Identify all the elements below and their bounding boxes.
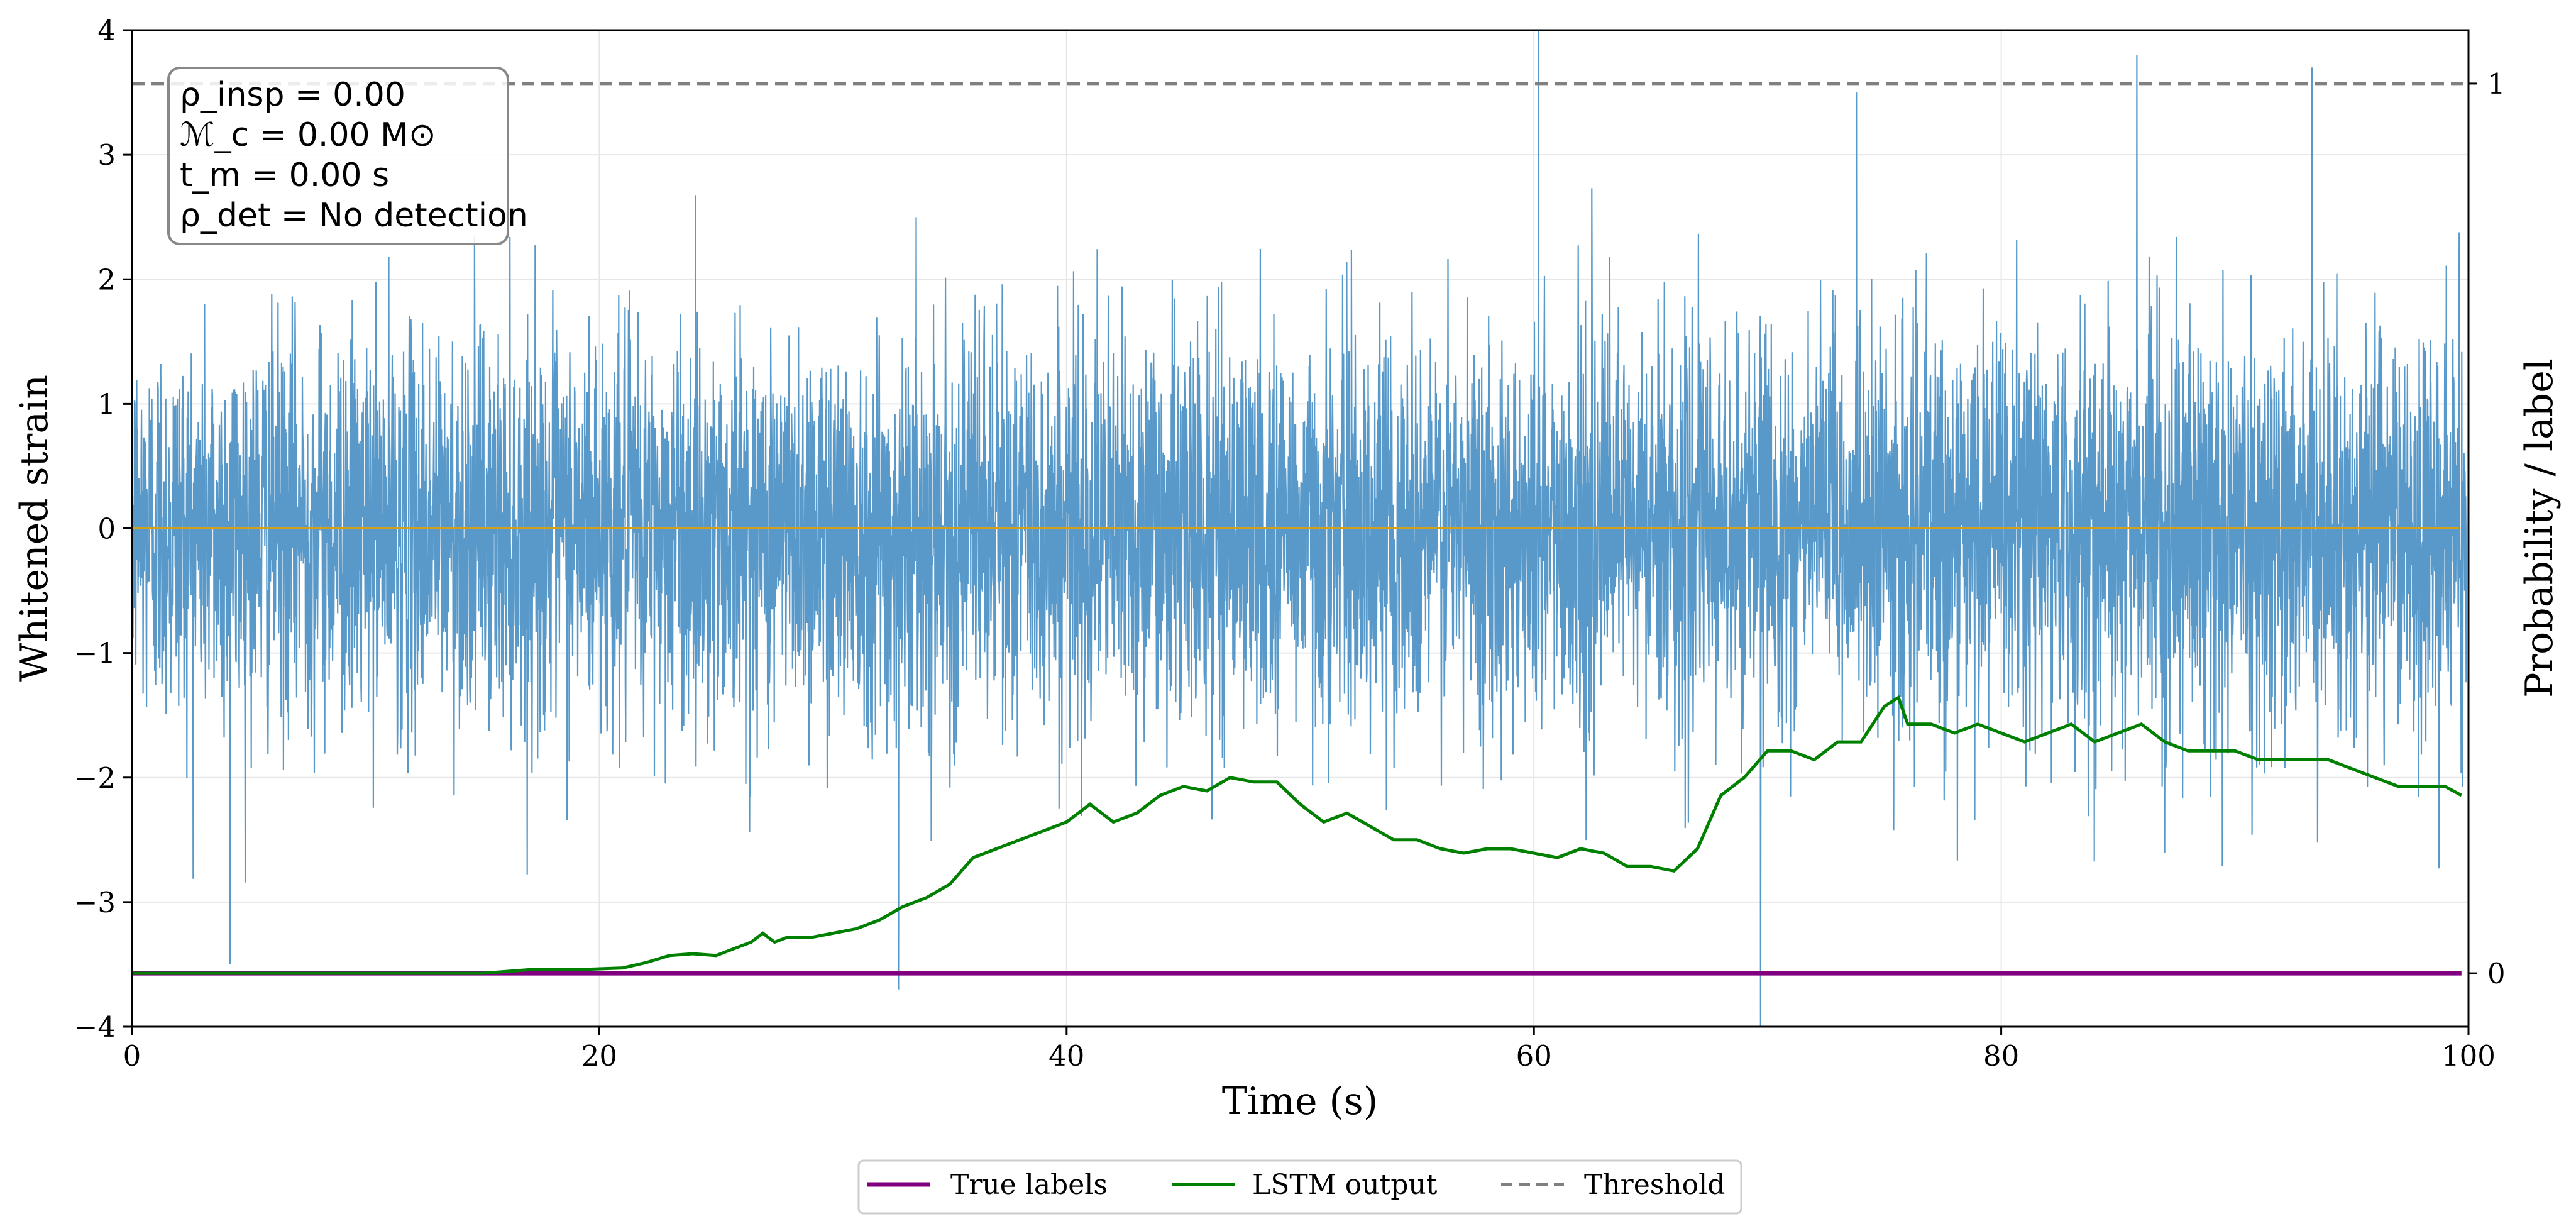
legend-label-lstm-output: LSTM output bbox=[1252, 1169, 1438, 1201]
annotation-merger-time: t_m = 0.00 s bbox=[180, 157, 389, 194]
y-axis-label-right: Probability / label bbox=[2518, 358, 2562, 698]
x-tick-label: 60 bbox=[1516, 1039, 1552, 1073]
y-left-tick-label: 2 bbox=[97, 263, 116, 296]
annotation-chirp-mass: ℳ_c = 0.00 M⊙ bbox=[180, 116, 436, 154]
legend: True labels LSTM output Threshold bbox=[857, 1159, 1742, 1215]
x-tick-label: 100 bbox=[2441, 1039, 2496, 1073]
y-left-tick-label: −3 bbox=[74, 886, 116, 919]
x-tick-label: 80 bbox=[1983, 1039, 2019, 1073]
strain-line bbox=[132, 30, 2467, 1027]
y-left-tick-label: −1 bbox=[74, 637, 116, 670]
y-left-tick-label: 4 bbox=[97, 14, 116, 47]
annotation-box: ρ_insp = 0.00 ℳ_c = 0.00 M⊙ t_m = 0.00 s… bbox=[167, 67, 528, 245]
x-axis-label: Time (s) bbox=[1222, 1079, 1378, 1123]
y-left-tick-label: 1 bbox=[97, 387, 116, 421]
series-lstm-output bbox=[132, 695, 2462, 975]
y-left-tick-label: 3 bbox=[97, 138, 116, 172]
y-left-tick-label: 0 bbox=[97, 512, 116, 546]
strain-series bbox=[132, 30, 2467, 1027]
x-tick-label: 20 bbox=[581, 1039, 617, 1073]
annotation-rho-insp: ρ_insp = 0.00 bbox=[180, 76, 405, 114]
legend-label-threshold: Threshold bbox=[1584, 1169, 1725, 1201]
y-left-tick-label: −2 bbox=[74, 761, 116, 795]
series-layer bbox=[132, 82, 2469, 976]
y-left-tick-label: −4 bbox=[74, 1010, 116, 1044]
x-tick-label: 0 bbox=[123, 1039, 141, 1073]
x-tick-label: 40 bbox=[1049, 1039, 1084, 1073]
legend-label-true-labels: True labels bbox=[950, 1169, 1108, 1201]
annotation-rho-det: ρ_det = No detection bbox=[180, 197, 528, 235]
y-right-tick-label: 0 bbox=[2487, 957, 2506, 990]
y-axis-label-left: Whitened strain bbox=[13, 375, 57, 682]
y-right-tick-label: 1 bbox=[2487, 67, 2506, 101]
